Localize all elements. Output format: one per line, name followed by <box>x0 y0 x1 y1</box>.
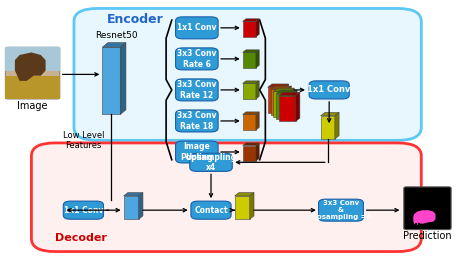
Polygon shape <box>284 84 289 113</box>
Text: Encoder: Encoder <box>107 13 164 26</box>
Polygon shape <box>271 86 292 89</box>
Polygon shape <box>320 112 339 116</box>
FancyBboxPatch shape <box>309 81 349 99</box>
FancyBboxPatch shape <box>319 199 364 221</box>
Polygon shape <box>102 43 126 47</box>
FancyBboxPatch shape <box>175 141 218 163</box>
Polygon shape <box>320 116 335 139</box>
Polygon shape <box>243 146 256 161</box>
Text: Low Level
Features: Low Level Features <box>63 131 104 150</box>
FancyBboxPatch shape <box>190 153 232 171</box>
Polygon shape <box>243 81 259 83</box>
Polygon shape <box>268 87 284 113</box>
FancyBboxPatch shape <box>5 76 60 99</box>
Polygon shape <box>279 92 300 96</box>
FancyBboxPatch shape <box>191 201 231 219</box>
Polygon shape <box>120 43 126 114</box>
Text: 1x1 Conv: 1x1 Conv <box>177 23 217 32</box>
Polygon shape <box>256 19 259 37</box>
Polygon shape <box>243 19 259 21</box>
Polygon shape <box>256 143 259 161</box>
Text: Image: Image <box>18 101 48 111</box>
Text: 1x1 Conv: 1x1 Conv <box>64 206 103 215</box>
Polygon shape <box>250 193 254 219</box>
Polygon shape <box>279 96 296 121</box>
Polygon shape <box>296 92 300 121</box>
Polygon shape <box>287 86 292 115</box>
Polygon shape <box>124 196 139 219</box>
Polygon shape <box>256 50 259 68</box>
Polygon shape <box>243 21 256 37</box>
Polygon shape <box>235 193 254 196</box>
FancyBboxPatch shape <box>175 48 218 70</box>
Polygon shape <box>139 193 143 219</box>
Text: Image
Pooling: Image Pooling <box>181 142 213 162</box>
Text: 3x3 Conv
&
Upsampling =4: 3x3 Conv & Upsampling =4 <box>310 200 371 220</box>
Polygon shape <box>256 81 259 99</box>
Polygon shape <box>276 94 293 119</box>
FancyBboxPatch shape <box>175 17 218 39</box>
Polygon shape <box>276 90 297 94</box>
Polygon shape <box>235 196 250 219</box>
Text: 3x3 Conv
Rate 18: 3x3 Conv Rate 18 <box>177 111 217 131</box>
Text: Decoder: Decoder <box>55 233 107 243</box>
Polygon shape <box>243 143 259 146</box>
Polygon shape <box>243 112 259 114</box>
FancyBboxPatch shape <box>64 201 103 219</box>
FancyBboxPatch shape <box>5 47 60 99</box>
Text: 1x1 Conv: 1x1 Conv <box>308 86 351 94</box>
FancyBboxPatch shape <box>5 47 60 70</box>
FancyBboxPatch shape <box>175 79 218 101</box>
Text: 3x3 Conv
Rate 12: 3x3 Conv Rate 12 <box>177 80 217 100</box>
Polygon shape <box>335 112 339 139</box>
Polygon shape <box>273 92 290 117</box>
Polygon shape <box>124 193 143 196</box>
Polygon shape <box>243 53 256 68</box>
FancyBboxPatch shape <box>74 9 421 140</box>
Polygon shape <box>243 114 256 130</box>
Text: 3x3 Conv
Rate 6: 3x3 Conv Rate 6 <box>177 49 217 69</box>
Polygon shape <box>293 90 297 119</box>
Text: Resnet50: Resnet50 <box>95 31 137 40</box>
Polygon shape <box>15 53 46 81</box>
Text: Contact: Contact <box>194 206 228 215</box>
Text: Prediction: Prediction <box>403 231 452 241</box>
Polygon shape <box>243 83 256 99</box>
FancyBboxPatch shape <box>175 110 218 132</box>
Polygon shape <box>268 84 289 87</box>
Polygon shape <box>102 47 120 114</box>
Polygon shape <box>273 88 294 92</box>
Polygon shape <box>256 112 259 130</box>
Text: Upsampling
x4: Upsampling x4 <box>185 153 237 172</box>
FancyBboxPatch shape <box>31 143 421 251</box>
Polygon shape <box>271 89 287 115</box>
Polygon shape <box>243 50 259 53</box>
FancyBboxPatch shape <box>404 187 451 230</box>
Polygon shape <box>413 210 436 225</box>
Polygon shape <box>290 88 294 117</box>
